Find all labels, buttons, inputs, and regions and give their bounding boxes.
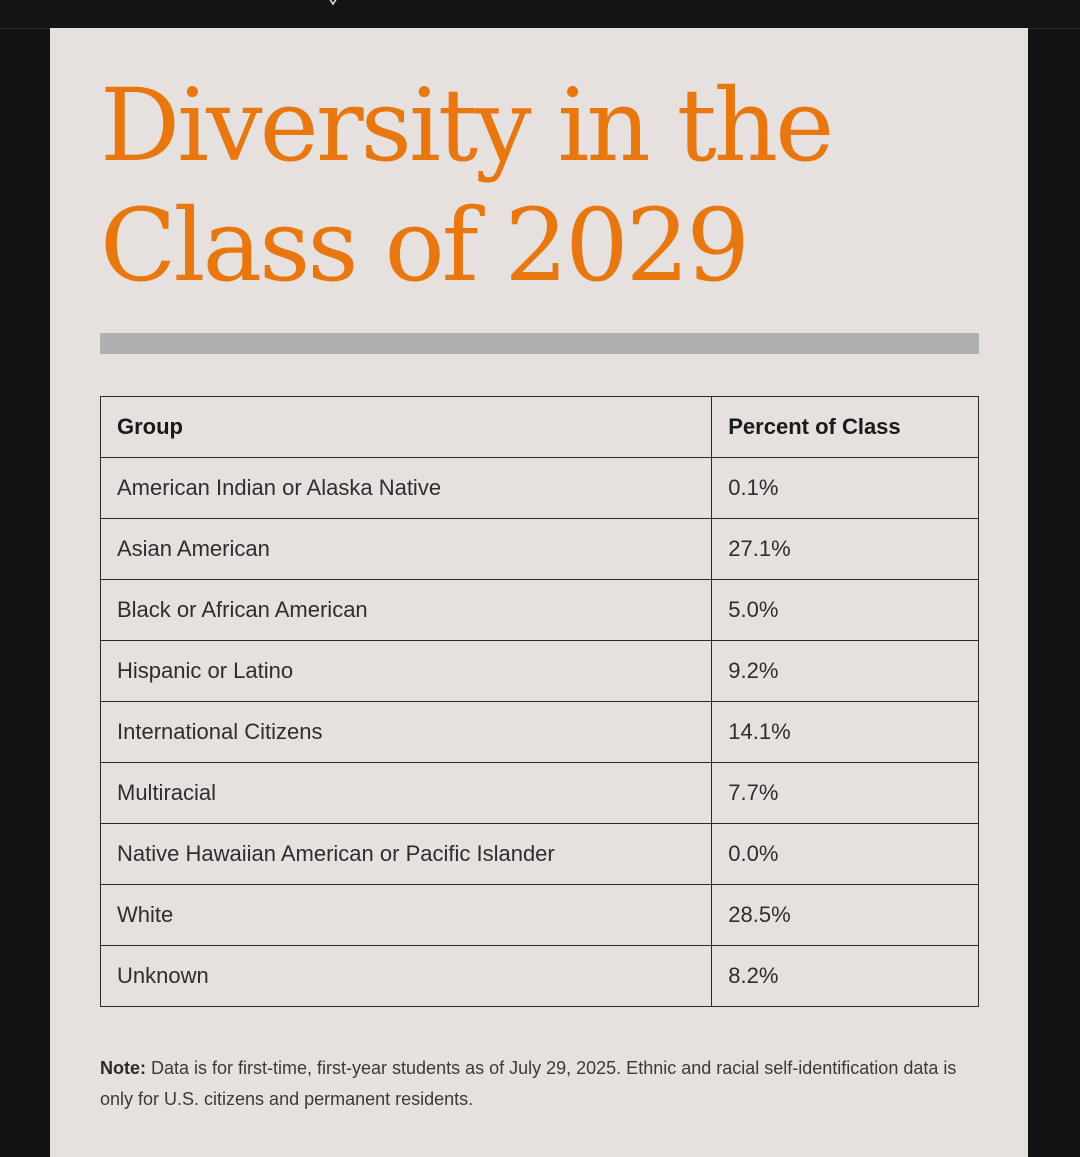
table-row: International Citizens 14.1% — [99, 701, 979, 763]
table-row: White 28.5% — [99, 884, 979, 946]
percent-cell: 8.2% — [711, 945, 979, 1007]
header-group: Group — [99, 396, 713, 458]
group-cell: Native Hawaiian American or Pacific Isla… — [99, 823, 713, 885]
footnote: Note: Data is for first-time, first-year… — [100, 1053, 985, 1115]
percent-cell: 0.0% — [711, 823, 979, 885]
table-row: Hispanic or Latino 9.2% — [99, 640, 979, 702]
group-cell: Multiracial — [99, 762, 713, 824]
top-bar — [0, 0, 1080, 29]
title-divider — [100, 333, 979, 354]
table-row: Asian American 27.1% — [99, 518, 979, 580]
chevron-down-icon[interactable] — [326, 0, 340, 6]
footnote-text: Data is for first-time, first-year stude… — [100, 1058, 957, 1109]
percent-cell: 14.1% — [711, 701, 979, 763]
group-cell: Asian American — [99, 518, 713, 580]
percent-cell: 28.5% — [711, 884, 979, 946]
page-title-line-2: Class of 2029 — [100, 187, 750, 304]
table-row: Unknown 8.2% — [99, 945, 979, 1007]
percent-cell: 27.1% — [711, 518, 979, 580]
page-title: Diversity in the Class of 2029 — [100, 66, 1000, 306]
group-cell: International Citizens — [99, 701, 713, 763]
group-cell: American Indian or Alaska Native — [99, 457, 713, 519]
content-card: Diversity in the Class of 2029 Group Per… — [50, 28, 1028, 1157]
page-title-line-1: Diversity in the — [100, 67, 834, 184]
percent-cell: 7.7% — [711, 762, 979, 824]
header-percent: Percent of Class — [711, 396, 979, 458]
percent-cell: 9.2% — [711, 640, 979, 702]
diversity-table: Group Percent of Class American Indian o… — [99, 396, 979, 1007]
percent-cell: 0.1% — [711, 457, 979, 519]
group-cell: Hispanic or Latino — [99, 640, 713, 702]
table-row: Native Hawaiian American or Pacific Isla… — [99, 823, 979, 885]
footnote-label: Note: — [100, 1058, 146, 1078]
percent-cell: 5.0% — [711, 579, 979, 641]
group-cell: Unknown — [99, 945, 713, 1007]
table-header-row: Group Percent of Class — [99, 396, 979, 458]
table-row: American Indian or Alaska Native 0.1% — [99, 457, 979, 519]
group-cell: Black or African American — [99, 579, 713, 641]
group-cell: White — [99, 884, 713, 946]
table-row: Black or African American 5.0% — [99, 579, 979, 641]
table-row: Multiracial 7.7% — [99, 762, 979, 824]
